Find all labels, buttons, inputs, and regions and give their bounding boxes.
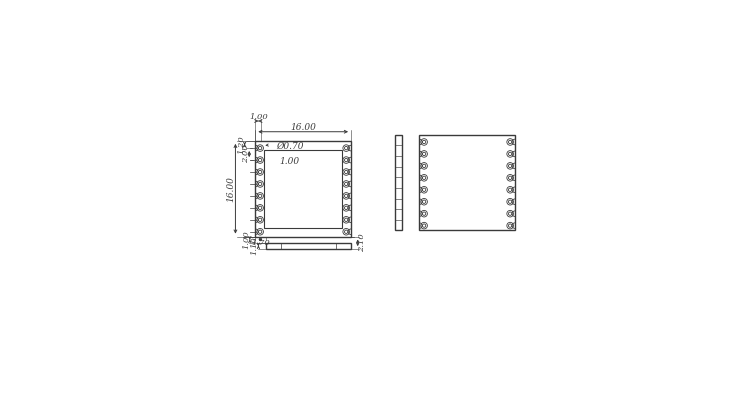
Text: 1.20: 1.20 — [237, 135, 245, 154]
Bar — [394, 135, 401, 230]
Text: 2.00: 2.00 — [242, 145, 250, 164]
Text: 1.00: 1.00 — [279, 157, 299, 166]
Text: 1.70: 1.70 — [251, 239, 270, 247]
Bar — [255, 141, 351, 236]
Bar — [419, 135, 515, 230]
Text: 1.00: 1.00 — [249, 113, 268, 121]
Bar — [266, 242, 351, 249]
Bar — [264, 150, 342, 228]
Text: 2.10: 2.10 — [358, 234, 366, 252]
Text: Ø0.70: Ø0.70 — [277, 142, 304, 151]
Text: 1.00: 1.00 — [242, 230, 250, 249]
Text: 16.00: 16.00 — [226, 176, 236, 202]
Text: 1.10: 1.10 — [251, 236, 259, 255]
Text: 16.00: 16.00 — [290, 123, 316, 132]
